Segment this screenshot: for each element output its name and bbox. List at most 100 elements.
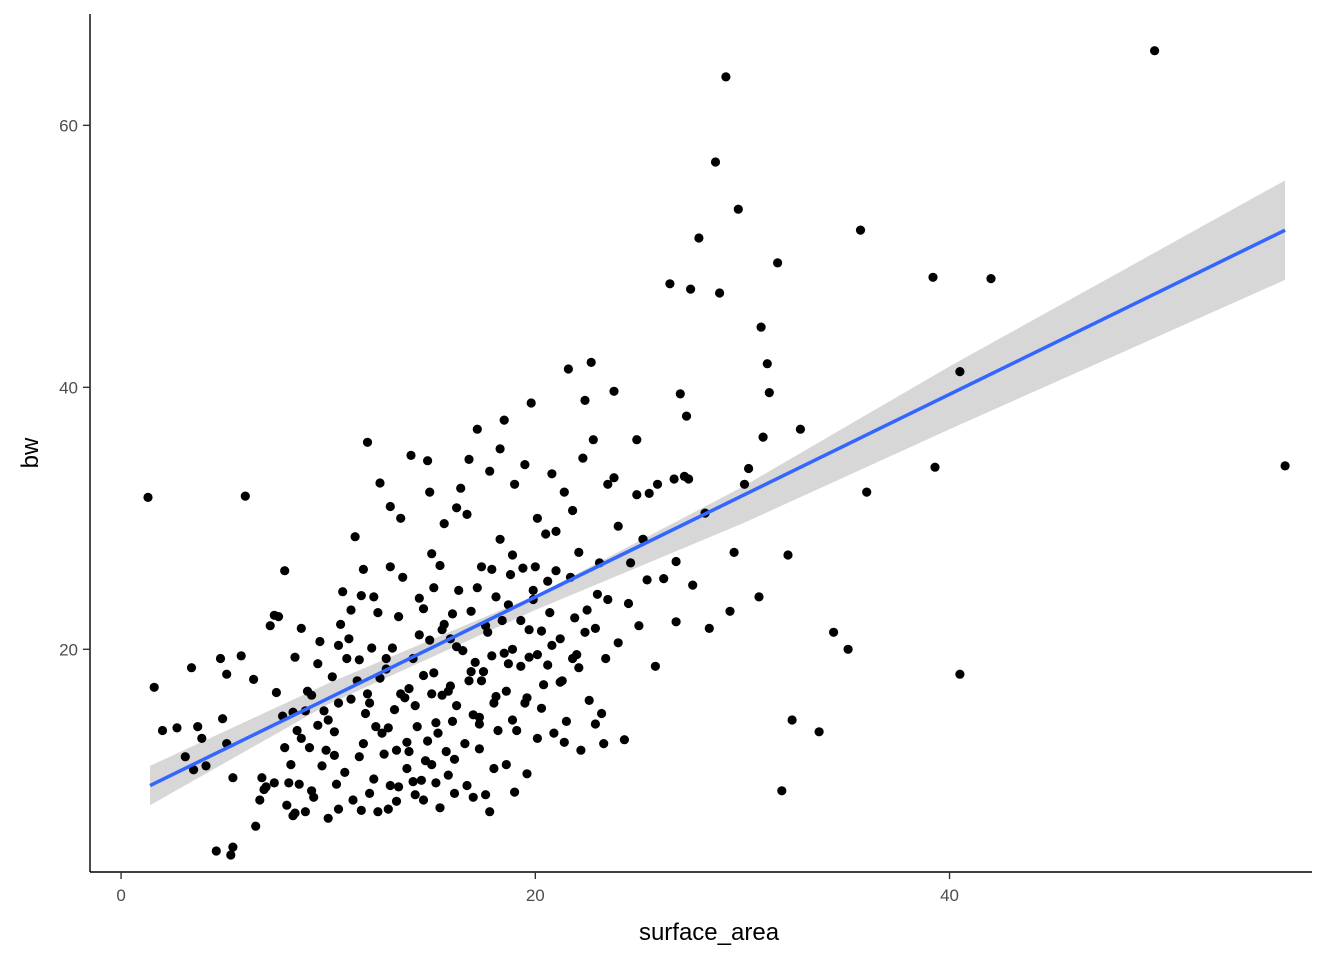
data-point	[491, 691, 501, 702]
data-point	[362, 689, 373, 699]
data-point	[402, 737, 412, 747]
data-point	[582, 605, 592, 615]
data-point	[398, 572, 408, 582]
data-point	[930, 462, 940, 472]
data-point	[346, 694, 356, 704]
data-point	[650, 661, 661, 671]
data-point	[373, 807, 383, 817]
data-point	[385, 562, 395, 572]
data-point	[296, 623, 306, 634]
data-point	[348, 795, 358, 805]
data-point	[447, 609, 458, 619]
data-point	[394, 612, 404, 622]
data-point	[251, 821, 261, 831]
data-point	[485, 807, 495, 817]
data-point	[686, 284, 696, 294]
data-point	[383, 723, 393, 733]
data-point	[387, 643, 397, 653]
data-point	[563, 364, 574, 374]
data-point	[632, 435, 642, 445]
data-point	[236, 651, 246, 661]
data-point	[201, 761, 211, 771]
data-point	[704, 623, 714, 634]
data-point	[149, 682, 159, 692]
data-point	[427, 549, 437, 559]
data-point	[329, 750, 339, 761]
data-point	[642, 575, 652, 585]
data-point	[429, 668, 439, 678]
data-point	[396, 513, 406, 523]
data-point	[282, 800, 292, 810]
regression-line-layer	[149, 228, 1286, 788]
data-point	[509, 787, 520, 797]
data-point	[257, 773, 267, 783]
data-point	[509, 479, 520, 489]
data-point	[273, 612, 284, 622]
data-point	[280, 743, 290, 753]
data-point	[373, 608, 383, 618]
data-point	[435, 560, 445, 571]
data-point	[408, 777, 418, 787]
confidence-band-layer	[150, 180, 1286, 806]
data-point	[474, 712, 484, 723]
data-point	[536, 626, 547, 636]
data-point	[391, 796, 402, 806]
data-point	[371, 722, 381, 732]
data-point	[487, 651, 497, 661]
data-point	[644, 488, 654, 498]
data-point	[472, 583, 482, 593]
data-point	[495, 534, 505, 544]
data-point	[499, 648, 509, 658]
data-point	[414, 593, 424, 603]
data-point	[452, 503, 462, 513]
regression-line	[149, 228, 1286, 788]
data-point	[613, 521, 623, 531]
data-point	[681, 411, 692, 421]
data-point	[313, 659, 323, 669]
data-point	[350, 532, 360, 542]
data-point	[342, 653, 352, 664]
data-point	[512, 725, 522, 736]
data-point	[464, 676, 474, 686]
data-point	[688, 580, 698, 590]
data-point	[580, 627, 590, 637]
data-point	[427, 689, 437, 699]
data-point	[955, 669, 965, 679]
data-point	[603, 479, 613, 489]
data-point	[385, 501, 395, 512]
data-point	[427, 760, 437, 770]
data-point	[336, 619, 346, 630]
data-point	[574, 547, 584, 558]
data-point	[576, 745, 586, 755]
data-point	[389, 705, 400, 715]
data-point	[367, 643, 377, 653]
data-point	[431, 718, 441, 728]
data-point	[524, 625, 534, 635]
data-point	[543, 660, 553, 670]
data-point	[294, 779, 304, 789]
data-point	[404, 746, 414, 757]
data-point	[319, 706, 329, 716]
data-point	[327, 672, 337, 682]
data-point	[466, 606, 476, 616]
data-point	[218, 714, 228, 724]
data-point	[362, 437, 373, 447]
data-point	[499, 415, 509, 425]
data-point	[358, 564, 368, 575]
data-point	[437, 625, 447, 635]
data-point	[588, 435, 598, 445]
data-point	[449, 788, 460, 799]
data-point	[470, 657, 480, 668]
data-point	[551, 526, 561, 537]
data-point	[385, 780, 395, 791]
data-point	[532, 650, 543, 660]
data-point	[829, 627, 839, 637]
data-point	[329, 727, 339, 737]
data-point	[443, 770, 453, 780]
data-point	[383, 804, 393, 814]
data-point	[592, 589, 603, 599]
data-point	[222, 669, 232, 679]
data-point	[532, 513, 543, 523]
data-point	[365, 698, 375, 708]
